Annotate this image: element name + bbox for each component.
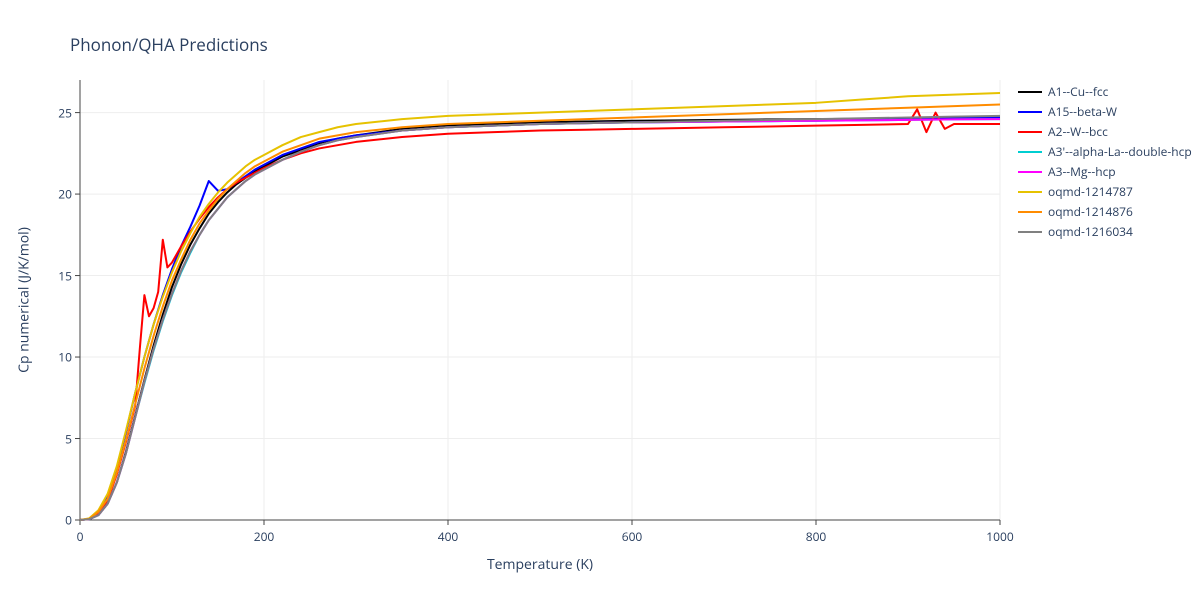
legend-swatch xyxy=(1018,191,1042,193)
x-tick-label: 600 xyxy=(622,528,643,545)
legend-item[interactable]: A1--Cu--fcc xyxy=(1018,82,1192,102)
series-line[interactable] xyxy=(80,117,1000,520)
y-tick-label: 15 xyxy=(42,267,72,284)
legend-swatch xyxy=(1018,151,1042,153)
y-tick-label: 0 xyxy=(42,512,72,529)
y-axis-label: Cp numerical (J/K/mol) xyxy=(15,227,34,373)
legend-swatch xyxy=(1018,111,1042,113)
series-line[interactable] xyxy=(80,119,1000,520)
series-line[interactable] xyxy=(80,119,1000,520)
legend-label: A3'--alpha-La--double-hcp xyxy=(1048,142,1192,162)
y-tick-label: 10 xyxy=(42,349,72,366)
line-chart-svg xyxy=(80,80,1000,520)
legend-item[interactable]: oqmd-1214787 xyxy=(1018,182,1192,202)
legend-item[interactable]: oqmd-1214876 xyxy=(1018,202,1192,222)
legend-item[interactable]: A15--beta-W xyxy=(1018,102,1192,122)
legend-swatch xyxy=(1018,131,1042,133)
legend-label: oqmd-1216034 xyxy=(1048,222,1133,242)
legend-item[interactable]: A3--Mg--hcp xyxy=(1018,162,1192,182)
legend-label: A1--Cu--fcc xyxy=(1048,82,1108,102)
x-tick-label: 0 xyxy=(77,528,84,545)
legend-label: oqmd-1214876 xyxy=(1048,202,1133,222)
legend-label: A2--W--bcc xyxy=(1048,122,1108,142)
plot-area xyxy=(80,80,1000,520)
legend-label: oqmd-1214787 xyxy=(1048,182,1133,202)
legend-swatch xyxy=(1018,231,1042,233)
legend-item[interactable]: A3'--alpha-La--double-hcp xyxy=(1018,142,1192,162)
series-line[interactable] xyxy=(80,117,1000,520)
y-tick-label: 5 xyxy=(42,430,72,447)
series-line[interactable] xyxy=(80,104,1000,520)
series-line[interactable] xyxy=(80,93,1000,520)
x-tick-label: 1000 xyxy=(986,528,1013,545)
legend-item[interactable]: oqmd-1216034 xyxy=(1018,222,1192,242)
x-tick-label: 800 xyxy=(806,528,827,545)
legend-label: A3--Mg--hcp xyxy=(1048,162,1116,182)
chart-title: Phonon/QHA Predictions xyxy=(70,33,268,56)
x-tick-label: 200 xyxy=(254,528,275,545)
y-tick-label: 25 xyxy=(42,104,72,121)
y-tick-label: 20 xyxy=(42,186,72,203)
x-axis-label: Temperature (K) xyxy=(487,555,593,574)
legend-swatch xyxy=(1018,211,1042,213)
legend-swatch xyxy=(1018,91,1042,93)
series-line[interactable] xyxy=(80,116,1000,520)
x-tick-label: 400 xyxy=(438,528,459,545)
legend-label: A15--beta-W xyxy=(1048,102,1117,122)
legend-item[interactable]: A2--W--bcc xyxy=(1018,122,1192,142)
series-line[interactable] xyxy=(80,109,1000,520)
legend-swatch xyxy=(1018,171,1042,173)
legend: A1--Cu--fccA15--beta-WA2--W--bccA3'--alp… xyxy=(1018,82,1192,242)
